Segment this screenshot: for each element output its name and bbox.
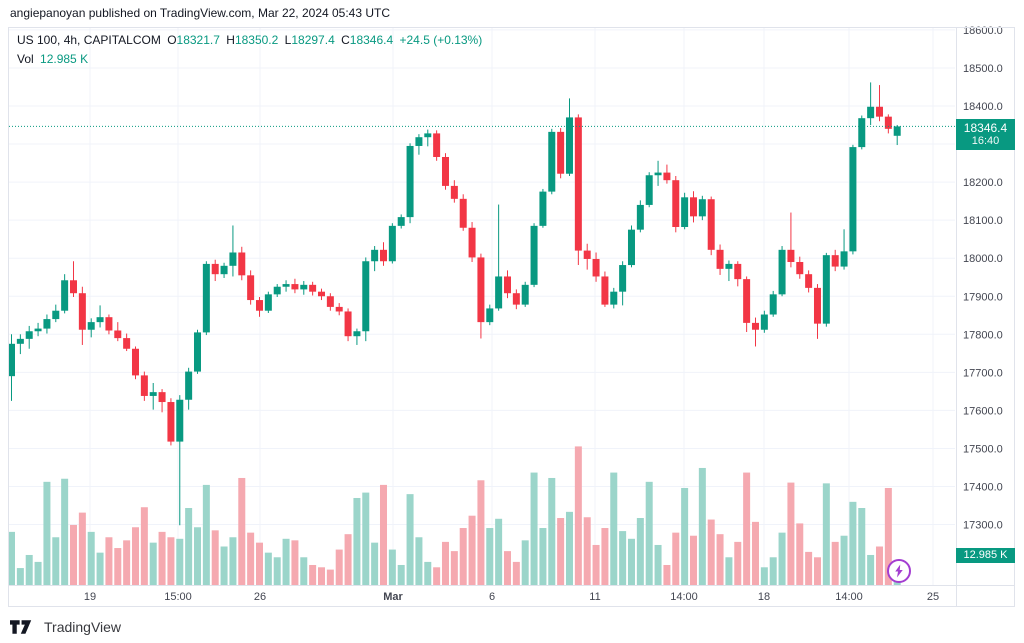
svg-text:25: 25: [927, 591, 939, 603]
low-value: 18297.4: [291, 33, 335, 47]
svg-text:17400.0: 17400.0: [963, 482, 1003, 494]
flash-idea-button[interactable]: [887, 559, 911, 583]
close-value: 18346.4: [349, 33, 394, 47]
symbol-title: US 100, 4h, CAPITALCOM: [17, 33, 161, 47]
svg-text:18100.0: 18100.0: [963, 215, 1003, 227]
svg-text:17500.0: 17500.0: [963, 443, 1003, 455]
svg-text:17600.0: 17600.0: [963, 405, 1003, 417]
svg-text:15:00: 15:00: [164, 591, 192, 603]
svg-text:14:00: 14:00: [835, 591, 863, 603]
svg-text:17800.0: 17800.0: [963, 329, 1003, 341]
svg-text:14:00: 14:00: [670, 591, 698, 603]
svg-text:6: 6: [489, 591, 495, 603]
svg-text:18200.0: 18200.0: [963, 177, 1003, 189]
last-volume-badge: 12.985 K: [956, 548, 1015, 563]
last-price-value: 18346.4: [963, 121, 1008, 135]
tradingview-logo-icon: [10, 620, 32, 634]
open-label: O: [167, 33, 177, 47]
svg-text:17700.0: 17700.0: [963, 367, 1003, 379]
bar-countdown: 16:40: [971, 135, 1000, 147]
svg-text:18500.0: 18500.0: [963, 63, 1003, 75]
change-value: +24.5 (+0.13%): [399, 33, 483, 47]
svg-text:18400.0: 18400.0: [963, 101, 1003, 113]
svg-text:Mar: Mar: [383, 591, 403, 603]
high-value: 18350.2: [234, 33, 279, 47]
lightning-icon: [895, 564, 903, 578]
footer-branding[interactable]: TradingView: [10, 619, 121, 635]
time-axis-separator[interactable]: [8, 585, 1015, 586]
svg-text:17300.0: 17300.0: [963, 520, 1003, 532]
high-label: H: [226, 33, 235, 47]
svg-text:18000.0: 18000.0: [963, 253, 1003, 265]
price-axis-separator[interactable]: [956, 27, 957, 607]
volume-label: Vol: [17, 52, 34, 66]
svg-text:18600.0: 18600.0: [963, 25, 1003, 37]
brand-name: TradingView: [44, 619, 122, 635]
legend-volume-row: Vol 12.985 K: [17, 50, 485, 68]
svg-text:11: 11: [589, 591, 600, 603]
low-label: L: [284, 33, 292, 47]
svg-text:17900.0: 17900.0: [963, 291, 1003, 303]
volume-value: 12.985 K: [40, 52, 89, 66]
svg-text:18: 18: [758, 591, 770, 603]
legend-ohlc-row: US 100, 4h, CAPITALCOM O18321.7 H18350.2…: [17, 31, 485, 49]
last-price-badge: 18346.4 16:40: [956, 119, 1015, 150]
svg-text:26: 26: [254, 591, 266, 603]
chart-legend: US 100, 4h, CAPITALCOM O18321.7 H18350.2…: [17, 31, 485, 68]
close-label: C: [341, 33, 350, 47]
published-bar: angiepanoyan published on TradingView.co…: [10, 6, 391, 20]
svg-text:19: 19: [84, 591, 96, 603]
open-value: 18321.7: [176, 33, 220, 47]
